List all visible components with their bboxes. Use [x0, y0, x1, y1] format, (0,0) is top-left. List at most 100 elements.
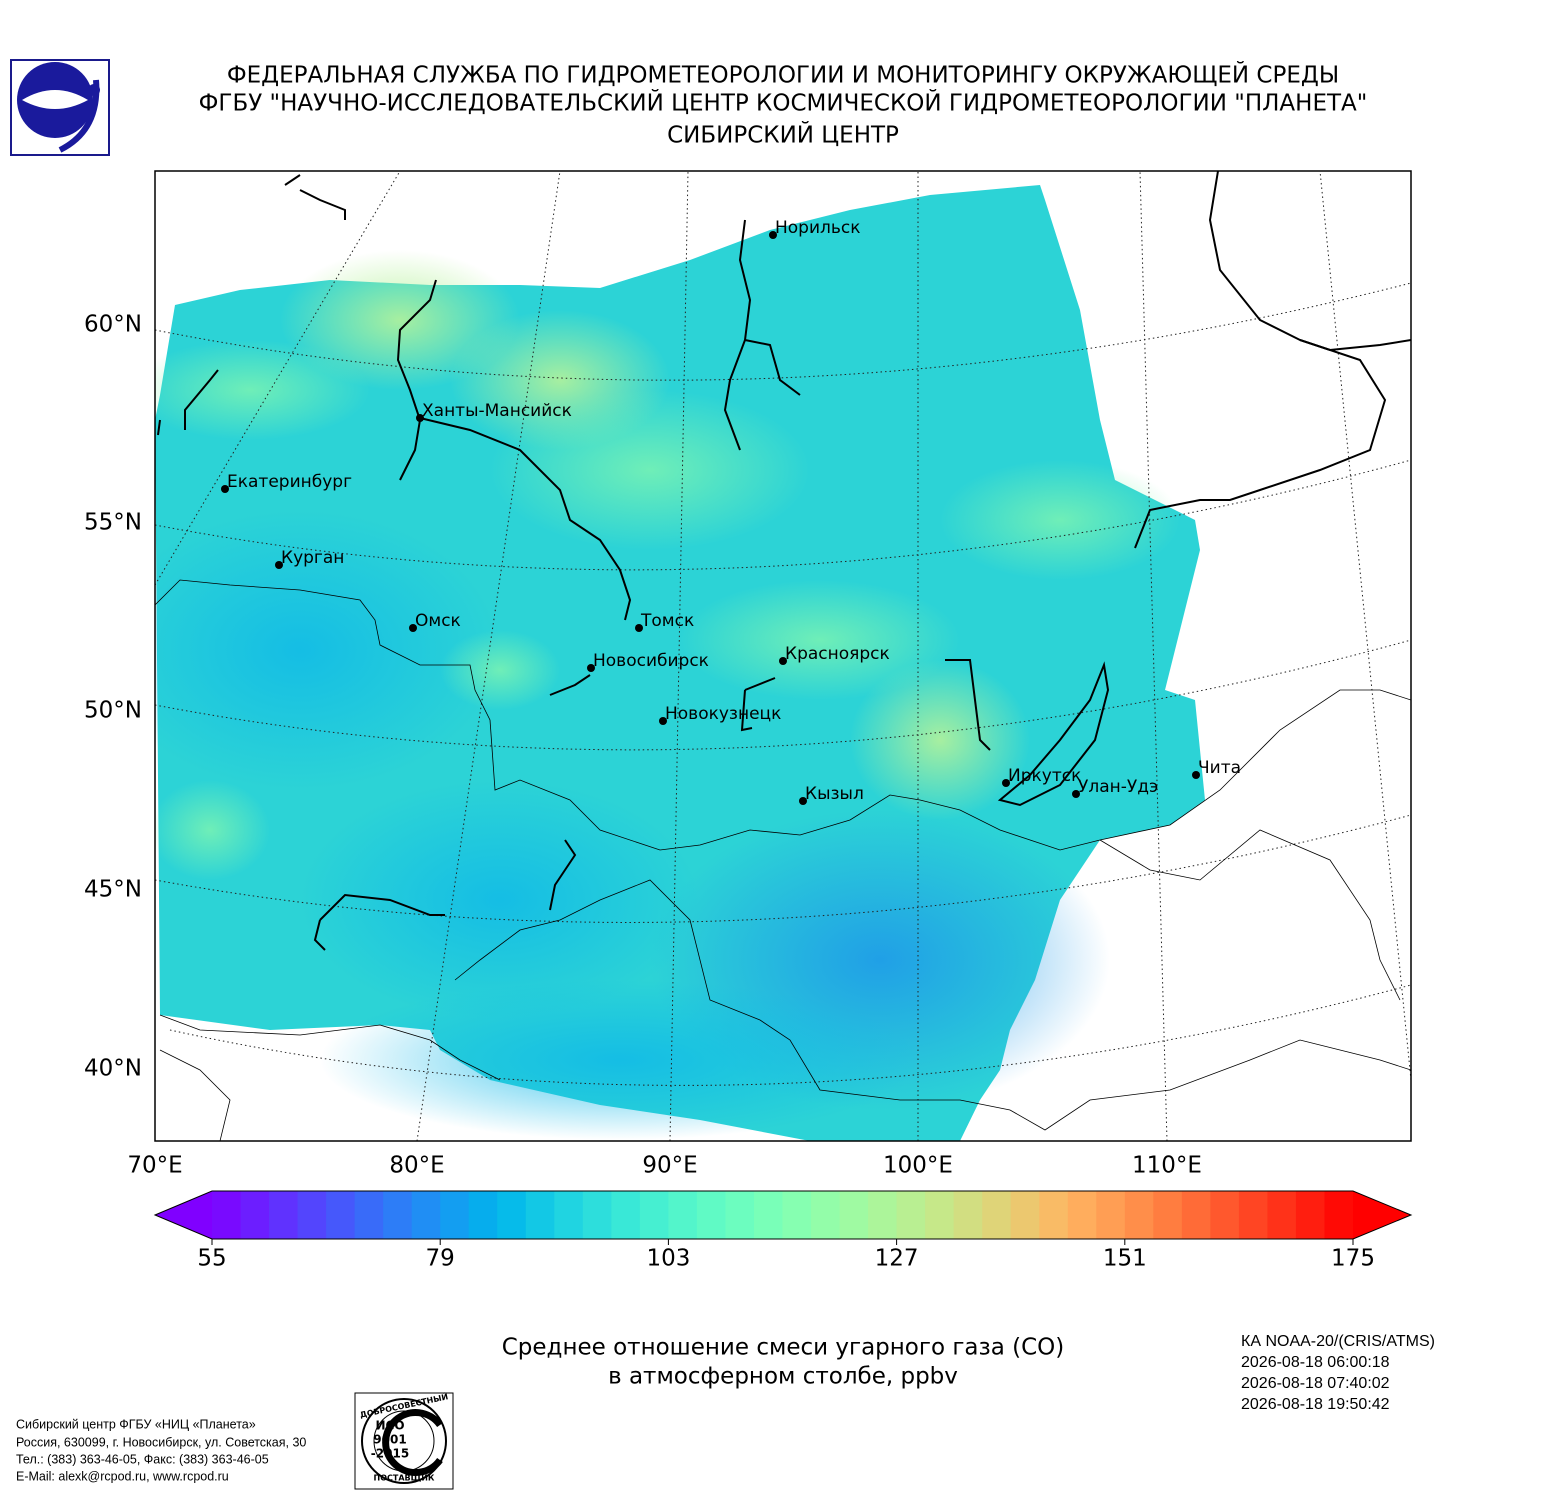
city-dot — [409, 624, 417, 632]
city-label: Кызыл — [805, 784, 864, 804]
colorbar-band — [383, 1191, 413, 1239]
colorbar-band — [925, 1191, 955, 1239]
certificate-standard: ИСО — [375, 1419, 404, 1433]
footer: Сибирский центр ФГБУ «НИЦ «Планета» Росси… — [16, 1417, 306, 1483]
colorbar-band — [1181, 1191, 1211, 1239]
footer-line: Тел.: (383) 363-46-05, Факс: (383) 363-4… — [16, 1452, 269, 1466]
colorbar-band — [811, 1191, 841, 1239]
certificate-standard: -2015 — [371, 1447, 409, 1461]
colorbar-band — [212, 1191, 242, 1239]
header-line: ФЕДЕРАЛЬНАЯ СЛУЖБА ПО ГИДРОМЕТЕОРОЛОГИИ … — [227, 61, 1339, 89]
colorbar-band — [639, 1191, 669, 1239]
city-label: Иркутск — [1008, 766, 1081, 786]
colorbar-band — [1067, 1191, 1097, 1239]
city-dot — [416, 414, 424, 422]
city-dot — [799, 797, 807, 805]
colorbar-band — [668, 1191, 698, 1239]
city-dot — [1072, 790, 1080, 798]
colorbar-band — [1039, 1191, 1069, 1239]
cities: Норильск Ханты-Мансийск Екатеринбург Курган… — [221, 218, 1241, 805]
city-label: Ханты-Мансийск — [422, 401, 572, 421]
field-shading — [155, 250, 1180, 1140]
city-label: Красноярск — [785, 644, 890, 664]
colorbar-tick-label: 55 — [197, 1246, 226, 1272]
borders — [155, 579, 1411, 1141]
lon-label: 80°E — [389, 1153, 444, 1179]
city-label: Новокузнецк — [665, 704, 781, 724]
lon-label: 70°E — [127, 1153, 182, 1179]
colorbar-band — [725, 1191, 755, 1239]
satellite-line: 2026-08-18 06:00:18 — [1241, 1354, 1390, 1371]
lat-label: 50°N — [84, 698, 142, 724]
colorbar-band — [354, 1191, 384, 1239]
colorbar-band — [1124, 1191, 1154, 1239]
axis-labels: 60°N 55°N 50°N 45°N 40°N 70°E 80°E 90°E 100°E 110… — [84, 312, 1202, 1179]
city-label: Чита — [1198, 758, 1241, 778]
graticule — [155, 171, 1411, 1141]
city-label: Новосибирск — [593, 651, 709, 671]
colorbar-band — [839, 1191, 869, 1239]
footer-line: Сибирский центр ФГБУ «НИЦ «Планета» — [16, 1417, 256, 1431]
colorbar-band — [1267, 1191, 1297, 1239]
city-dot — [635, 624, 643, 632]
colorbar-band — [782, 1191, 812, 1239]
satellite-info: КА NOAA-20/(CRIS/ATMS) 2026-08-18 06:00:1… — [1241, 1333, 1435, 1413]
caption-line: Среднее отношение смеси угарного газа (C… — [502, 1335, 1065, 1361]
colorbar-tick-label: 79 — [426, 1246, 455, 1272]
colorbar-band — [696, 1191, 727, 1239]
coastlines — [157, 171, 1411, 951]
colorbar-band — [411, 1191, 441, 1239]
lat-label: 60°N — [84, 312, 142, 338]
header: ФЕДЕРАЛЬНАЯ СЛУЖБА ПО ГИДРОМЕТЕОРОЛОГИИ … — [199, 61, 1368, 149]
colorbar-band — [1010, 1191, 1040, 1239]
colorbar-band — [896, 1191, 926, 1239]
city-label: Норильск — [775, 218, 861, 238]
colorbar-band — [1210, 1191, 1240, 1239]
lon-label: 90°E — [642, 1153, 697, 1179]
footer-line: E-Mail: alexk@rcpod.ru, www.rcpod.ru — [16, 1469, 229, 1483]
satellite-line: КА NOAA-20/(CRIS/ATMS) — [1241, 1333, 1435, 1350]
map: Норильск Ханты-Мансийск Екатеринбург Курган… — [155, 171, 1411, 1141]
logo — [10, 59, 110, 156]
colorbar-band — [611, 1191, 641, 1239]
colorbar-band — [1324, 1191, 1354, 1239]
colorbar-tick-label: 175 — [1331, 1246, 1375, 1272]
colorbar-extend-high — [1353, 1191, 1411, 1239]
colorbar-tick-label: 127 — [875, 1246, 919, 1272]
city-dot — [779, 657, 787, 665]
colorbar-band — [297, 1191, 327, 1239]
colorbar-band — [982, 1191, 1012, 1239]
certificate-bottom: ПОСТАВЩИК — [374, 1474, 435, 1483]
colorbar-band — [1295, 1191, 1326, 1239]
colorbar-tick-label: 103 — [646, 1246, 690, 1272]
satellite-line: 2026-08-18 19:50:42 — [1241, 1396, 1390, 1413]
colorbar-band — [497, 1191, 527, 1239]
city-label: Курган — [281, 548, 344, 568]
city-label: Омск — [415, 611, 461, 631]
certificate-standard: 9001 — [373, 1433, 406, 1447]
caption: Среднее отношение смеси угарного газа (C… — [502, 1335, 1065, 1390]
colorbar-extend-low — [155, 1191, 212, 1239]
colorbar-band — [953, 1191, 983, 1239]
colorbar-band — [1096, 1191, 1126, 1239]
satellite-line: 2026-08-18 07:40:02 — [1241, 1375, 1390, 1392]
colorbar-band — [525, 1191, 555, 1239]
colorbar-band — [582, 1191, 612, 1239]
colorbar-band — [868, 1191, 898, 1239]
colorbar-band — [240, 1191, 270, 1239]
footer-line: Россия, 630099, г. Новосибирск, ул. Сове… — [16, 1435, 306, 1449]
city-dot — [1002, 779, 1010, 787]
city-dot — [275, 561, 283, 569]
colorbar-band — [554, 1191, 584, 1239]
colorbar-band — [1153, 1191, 1183, 1239]
colorbar-band — [468, 1191, 498, 1239]
lat-label: 45°N — [84, 877, 142, 903]
city-dot — [769, 231, 777, 239]
city-dot — [1192, 771, 1200, 779]
colorbar-band — [753, 1191, 784, 1239]
colorbar-band — [326, 1191, 356, 1239]
city-label: Екатеринбург — [227, 472, 352, 492]
city-label: Улан-Удэ — [1078, 777, 1158, 797]
